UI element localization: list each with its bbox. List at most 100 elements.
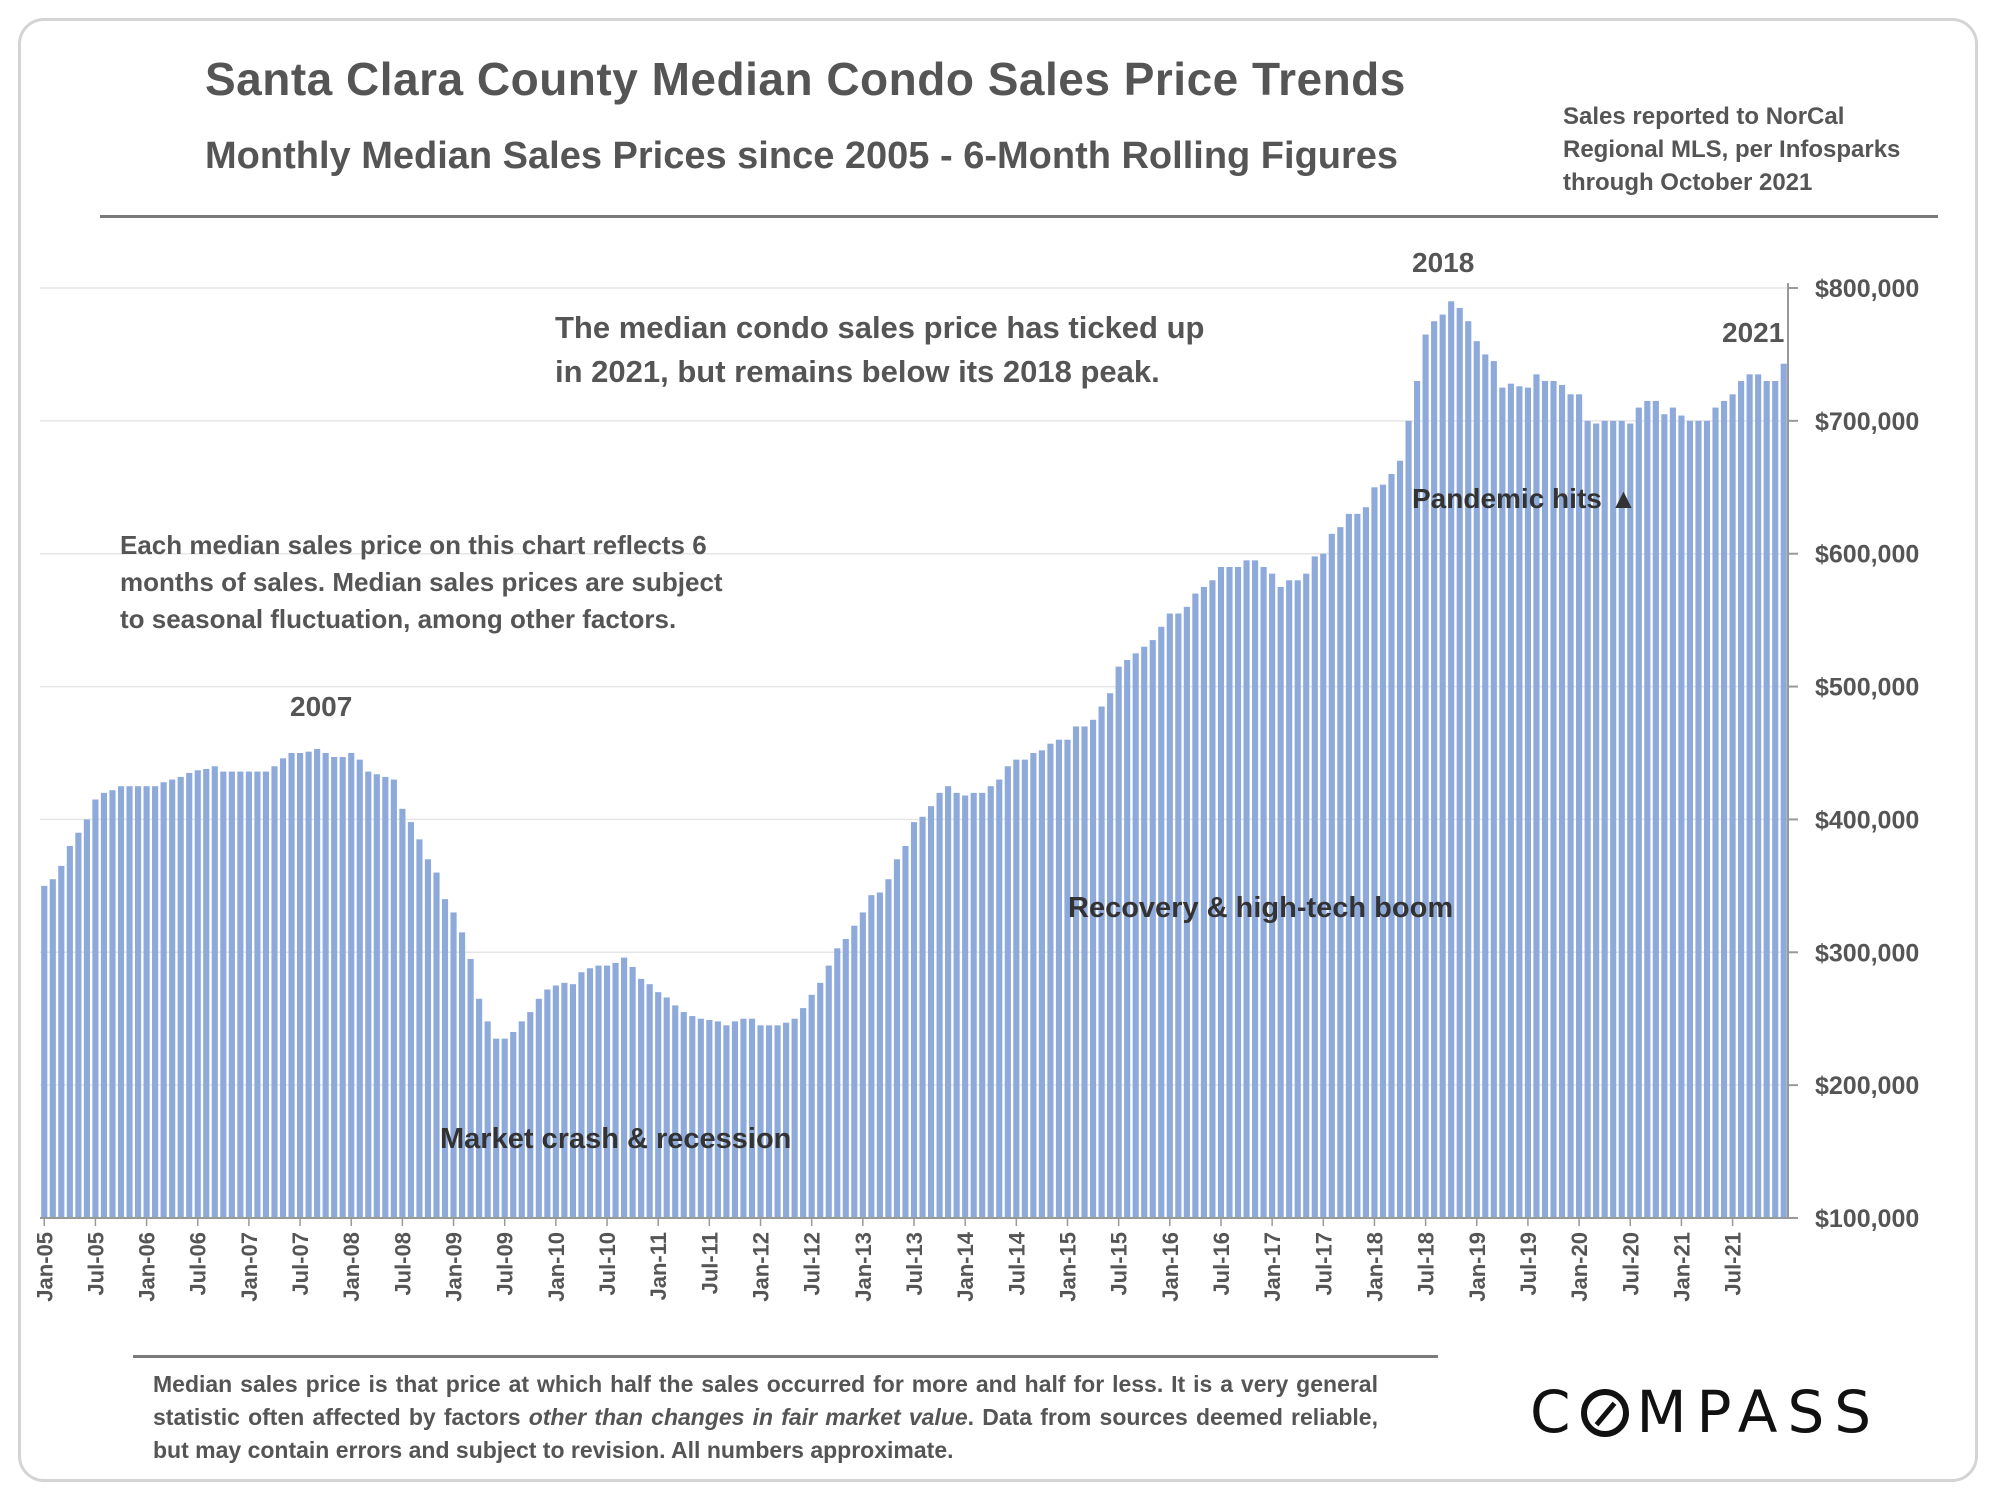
bar (834, 948, 841, 1218)
bar (1482, 354, 1489, 1218)
logo-rest: MPASS (1636, 1378, 1882, 1446)
footnote-emphasis: other than changes in fair market value (528, 1404, 968, 1430)
bar (1260, 567, 1267, 1218)
bar (1362, 507, 1369, 1219)
x-tick-label: Jul-17 (1311, 1232, 1336, 1296)
bar (1269, 573, 1276, 1218)
x-tick-label: Jul-13 (902, 1232, 927, 1296)
y-tick-label: $500,000 (1815, 674, 1919, 702)
bar (655, 992, 662, 1218)
x-tick-label: Jul-09 (493, 1232, 518, 1296)
bar (177, 776, 184, 1218)
bar (203, 768, 210, 1218)
bar (578, 972, 585, 1218)
bar (356, 759, 363, 1218)
annotation-top-line-1: The median condo sales price has ticked … (555, 310, 1204, 345)
bar (305, 751, 312, 1218)
bar (1635, 407, 1642, 1218)
x-tick-label: Jan-11 (646, 1232, 671, 1301)
bar (382, 776, 389, 1218)
bar (868, 895, 875, 1218)
annotation-top-line-2: in 2021, but remains below its 2018 peak… (555, 354, 1160, 389)
bar (1678, 415, 1685, 1218)
x-tick-label: Jul-19 (1516, 1232, 1541, 1296)
bar (83, 819, 90, 1218)
bar (441, 899, 449, 1218)
y-tick-label: $800,000 (1815, 275, 1919, 303)
x-tick-label: Jan-13 (851, 1232, 876, 1302)
x-tick-label: Jan-10 (544, 1232, 569, 1302)
bar (476, 998, 483, 1218)
bar (518, 1021, 525, 1218)
bar (740, 1018, 747, 1218)
bar (41, 885, 48, 1218)
bar (143, 786, 150, 1218)
bar (638, 978, 645, 1218)
bar (1047, 743, 1054, 1218)
bar (220, 771, 227, 1218)
bar (1328, 533, 1335, 1218)
bar (1448, 301, 1455, 1218)
bar (331, 756, 338, 1218)
bar (800, 1008, 807, 1218)
x-tick-label: Jul-14 (1004, 1231, 1029, 1295)
bar (1558, 384, 1566, 1218)
bar (1541, 381, 1549, 1218)
bar (1456, 307, 1463, 1218)
bar (433, 872, 440, 1218)
bar (1303, 573, 1310, 1218)
bar (1243, 560, 1250, 1218)
bar (1064, 739, 1071, 1218)
bar (1414, 381, 1421, 1218)
x-tick-label: Jan-06 (135, 1232, 160, 1302)
bar (612, 962, 619, 1218)
bar (501, 1038, 508, 1218)
bar (169, 779, 176, 1218)
chart-title: Santa Clara County Median Condo Sales Pr… (205, 53, 1406, 105)
x-tick-label: Jul-08 (390, 1232, 415, 1296)
bar (603, 965, 611, 1218)
bar (1175, 613, 1182, 1218)
y-tick-label: $200,000 (1815, 1072, 1919, 1100)
bar (987, 786, 994, 1218)
bar (1593, 423, 1600, 1218)
footnote-text-end: . Data from sources deemed reliable, but… (153, 1404, 1378, 1463)
bar (1584, 420, 1591, 1218)
bar (186, 772, 193, 1218)
x-tick-label: Jul-07 (288, 1232, 313, 1296)
bar (245, 771, 252, 1218)
bar (1209, 580, 1216, 1218)
bar (1720, 400, 1728, 1218)
bar (1311, 556, 1318, 1218)
bar (1763, 381, 1770, 1218)
bar (262, 771, 270, 1218)
x-tick-label: Jul-12 (800, 1232, 825, 1296)
y-tick-label: $100,000 (1815, 1205, 1919, 1233)
label-2007: 2007 (290, 691, 352, 722)
bar (1200, 586, 1207, 1218)
bar (552, 985, 559, 1218)
bar (1703, 420, 1711, 1218)
annotations: The median condo sales price has ticked … (120, 247, 1784, 1155)
bar (1669, 407, 1676, 1218)
bar (297, 753, 304, 1218)
chart-frame (18, 18, 1978, 1482)
bar (322, 753, 329, 1218)
y-tick-label: $700,000 (1815, 408, 1919, 436)
bar (535, 998, 542, 1218)
bar (561, 982, 568, 1218)
bar (1055, 739, 1063, 1218)
x-tick-label: Jul-10 (595, 1232, 620, 1296)
bar (953, 792, 960, 1218)
bar (1533, 374, 1540, 1218)
bar (927, 806, 935, 1218)
bar (859, 912, 866, 1218)
bar (962, 795, 969, 1218)
bar (1618, 420, 1625, 1218)
y-axis: $100,000 $200,000 $300,000 $400,000 $500,000… (1787, 275, 1919, 1233)
header-divider (100, 215, 1938, 218)
label-crash: Market crash & recession (440, 1123, 791, 1155)
x-tick-label: Jul-15 (1107, 1232, 1132, 1296)
bar (544, 989, 551, 1218)
footer-divider (133, 1355, 1438, 1358)
